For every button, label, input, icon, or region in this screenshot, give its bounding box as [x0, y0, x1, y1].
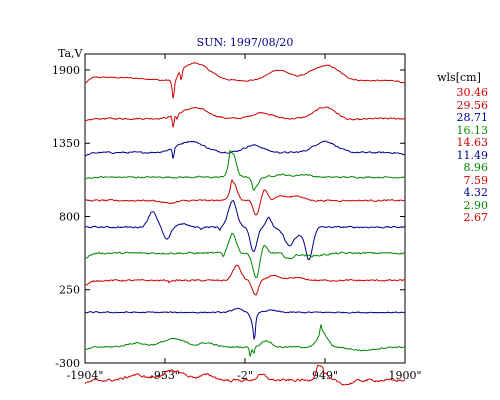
legend-item: 2.67 [463, 211, 489, 224]
legend-item: 14.63 [456, 136, 489, 149]
y-tick-label: 1900 [52, 64, 80, 77]
series-line-16-13 [84, 149, 406, 192]
legend-item: 7.59 [463, 173, 489, 187]
y-tick-label: 800 [59, 210, 80, 223]
x-axis-ticks: -1904" -953" -2" 949" 1900" [67, 54, 422, 382]
wavelength-legend: wls[cm] 30.46 29.56 28.71 16.13 14.63 11.49 8.… [430, 71, 488, 225]
series-line-2-90 [85, 324, 406, 357]
legend-item: 4.32 [463, 186, 489, 199]
legend-item: 11.49 [456, 148, 489, 162]
series-line-2-67 [84, 364, 406, 386]
x-tick-label: 1900" [388, 369, 421, 382]
x-tick-label: -953" [150, 369, 180, 382]
y-tick-label: -300 [55, 357, 80, 370]
series-line-14-63 [84, 178, 406, 216]
legend-item: 16.13 [456, 123, 489, 137]
legend-item: 8.96 [463, 161, 489, 174]
series-lines [84, 62, 406, 386]
y-axis-label: Ta,V [58, 47, 84, 60]
series-line-11-49 [84, 199, 406, 261]
series-line-30-46 [84, 62, 406, 99]
y-tick-label: 1350 [52, 137, 80, 150]
series-line-28-71 [84, 140, 406, 159]
y-axis-ticks: 1900 1350 800 250 -300 [52, 64, 405, 370]
y-tick-label: 250 [59, 284, 80, 297]
chart-title: SUN: 1997/08/20 [197, 36, 294, 49]
legend-item: 2.90 [463, 198, 489, 212]
series-line-29-56 [84, 106, 406, 128]
legend-item: 29.56 [456, 98, 489, 112]
x-tick-label: -2" [237, 369, 253, 382]
series-line-8-96 [84, 232, 406, 279]
plot-frame [84, 53, 406, 364]
legend-title: wls[cm] [437, 71, 481, 84]
series-line-7-59 [84, 264, 406, 296]
x-tick-label: -1904" [67, 369, 104, 382]
legend-items: 30.46 29.56 28.71 16.13 14.63 11.49 8.96 7.59 4.… [430, 86, 489, 224]
legend-item: 28.71 [456, 111, 489, 124]
legend-item: 30.46 [456, 86, 489, 99]
series-line-4-32 [84, 307, 406, 340]
